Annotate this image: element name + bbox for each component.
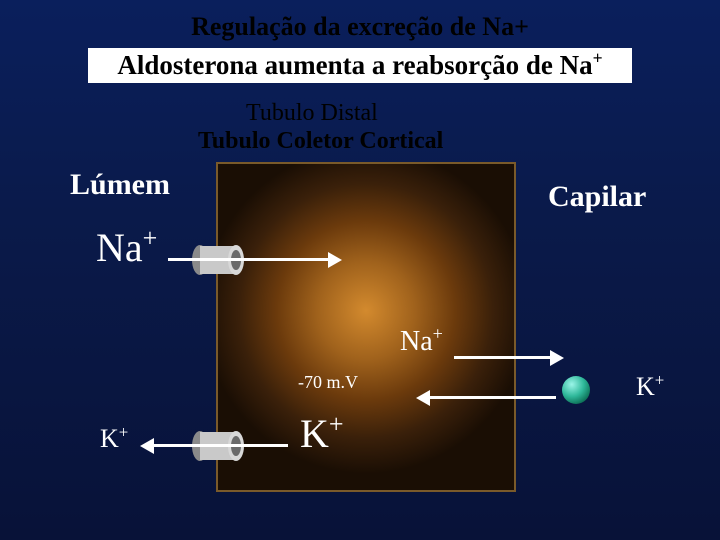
capilar-label: Capilar	[548, 180, 646, 214]
k-out-arrow-head	[140, 438, 154, 454]
na-mid-sup: +	[433, 324, 443, 344]
voltage-label: -70 m.V	[298, 372, 358, 393]
k-left-base: K	[100, 424, 119, 453]
page-title: Regulação da excreção de Na+	[0, 12, 720, 42]
na-left-sup: +	[143, 224, 158, 253]
k-mid-sup: +	[329, 410, 344, 439]
cell-body	[216, 162, 516, 492]
k-right-label: K+	[636, 372, 664, 402]
k-mid-label: K+	[300, 410, 344, 457]
k-left-label: K+	[100, 424, 128, 454]
na-left-base: Na	[96, 225, 143, 270]
k-pump-arrow-head	[416, 390, 430, 406]
na-in-arrow-line	[168, 258, 328, 261]
na-pump-arrow-head	[550, 350, 564, 366]
subtitle-text: Aldosterona aumenta a reabsorção de Na	[117, 50, 592, 80]
na-left-label: Na+	[96, 224, 157, 271]
k-right-sup: +	[655, 370, 665, 389]
na-in-arrow-head	[328, 252, 342, 268]
k-left-sup: +	[119, 422, 129, 441]
k-right-base: K	[636, 372, 655, 401]
pump-ion	[562, 376, 590, 404]
k-pump-arrow-line	[430, 396, 556, 399]
subtitle-sup: +	[593, 48, 603, 68]
k-out-arrow-line	[154, 444, 288, 447]
lumen-label: Lúmem	[70, 168, 170, 202]
na-mid-label: Na+	[400, 326, 443, 358]
k-mid-base: K	[300, 411, 329, 456]
na-pump-arrow-line	[454, 356, 550, 359]
subtitle-box: Aldosterona aumenta a reabsorção de Na+	[88, 48, 632, 83]
tubulo-distal-label: Tubulo Distal	[246, 100, 378, 127]
tubulo-coletor-label: Tubulo Coletor Cortical	[198, 128, 443, 155]
na-mid-base: Na	[400, 326, 433, 357]
